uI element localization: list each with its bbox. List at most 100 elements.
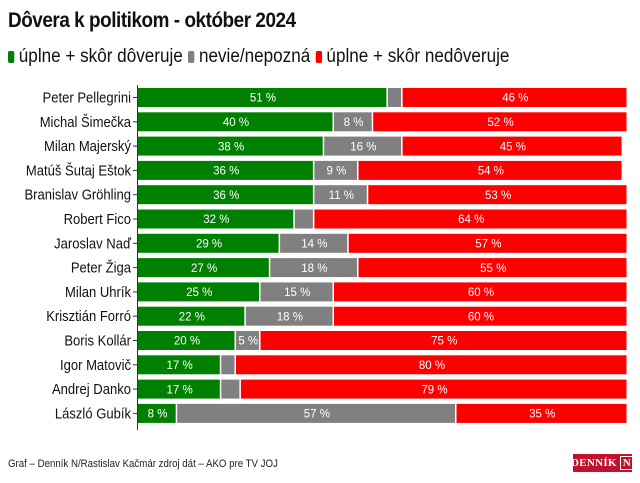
bar-segment-trust <box>138 306 245 326</box>
bar-segment-distrust <box>334 306 627 326</box>
data-label: 22 % <box>179 311 205 323</box>
data-label: 29 % <box>196 239 222 251</box>
data-label: 53 % <box>485 190 511 202</box>
data-label: 16 % <box>350 141 376 153</box>
dennik-n-logo: DENNÍK N <box>570 454 635 472</box>
category-label: Peter Pellegrini <box>43 90 131 106</box>
bar-segment-unknown <box>270 258 357 278</box>
bar-segment-unknown <box>177 403 455 423</box>
data-label: 57 % <box>475 239 501 251</box>
bar-segment-unknown <box>294 209 313 229</box>
logo-text: DENNÍK <box>570 457 617 469</box>
data-label: 14 % <box>301 239 327 251</box>
data-label: 15 % <box>284 287 310 299</box>
bar-segment-distrust <box>348 233 627 253</box>
data-label: 18 % <box>301 263 327 275</box>
data-label: 5 % <box>238 336 258 348</box>
data-label: 46 % <box>502 93 528 105</box>
data-label: 51 % <box>250 93 276 105</box>
logo-mark: N <box>619 456 635 470</box>
bar-segment-distrust <box>236 355 627 375</box>
bar-segment-trust <box>138 136 323 156</box>
bar-segment-distrust <box>358 258 627 278</box>
bar-segment-unknown <box>314 185 367 205</box>
bar-segment-distrust <box>402 136 622 156</box>
bar-segment-distrust <box>240 379 627 399</box>
data-label: 8 % <box>344 117 364 129</box>
bar-segment-trust <box>138 403 176 423</box>
source-credit: Graf – Denník N/Rastislav Kačmár zdroj d… <box>8 458 278 470</box>
bar-segment-distrust <box>334 282 627 302</box>
bar-segment-distrust <box>314 209 627 229</box>
bar-segment-unknown <box>387 88 402 107</box>
category-label: Matúš Šutaj Eštok <box>26 162 131 179</box>
bar-segment-distrust <box>373 112 627 132</box>
data-label: 20 % <box>174 336 200 348</box>
bar-segment-distrust <box>456 403 627 423</box>
legend: úplne + skôr dôveruje nevie/nepozná úpln… <box>8 46 515 68</box>
bar-segment-unknown <box>260 282 333 302</box>
bar-segment-trust <box>138 112 333 132</box>
category-label: Andrej Danko <box>52 381 131 397</box>
data-label: 45 % <box>500 141 526 153</box>
data-label: 17 % <box>167 384 193 396</box>
bar-segment-trust <box>138 185 313 205</box>
data-label: 80 % <box>419 360 445 372</box>
data-label: 11 % <box>329 190 354 202</box>
data-label: 25 % <box>186 287 212 299</box>
legend-item-trust: úplne + skôr dôveruje <box>8 46 183 68</box>
category-label: Jaroslav Naď <box>54 236 131 252</box>
bar-segment-trust <box>138 209 294 229</box>
legend-label-distrust: úplne + skôr nedôveruje <box>326 46 510 67</box>
data-label: 38 % <box>218 141 244 153</box>
data-label: 36 % <box>213 166 239 178</box>
category-label: Peter Žiga <box>71 259 131 276</box>
chart-title: Dôvera k politikom - október 2024 <box>8 9 296 32</box>
bar-segment-distrust <box>260 331 627 350</box>
category-label: Boris Kollár <box>64 333 131 349</box>
bar-segment-trust <box>138 379 220 399</box>
data-label: 75 % <box>431 336 457 348</box>
data-label: 9 % <box>327 166 347 178</box>
bar-segment-distrust <box>402 88 627 107</box>
category-label: László Gubík <box>55 406 131 422</box>
data-label: 54 % <box>478 166 504 178</box>
bar-segment-trust <box>138 355 220 375</box>
bar-segment-trust <box>138 258 269 278</box>
category-label: Milan Uhrík <box>65 284 131 300</box>
category-label: Michal Šimečka <box>40 113 132 130</box>
data-label: 32 % <box>203 214 229 226</box>
category-label: Branislav Gröhling <box>24 187 131 203</box>
bar-segment-unknown <box>280 233 348 253</box>
data-label: 52 % <box>487 117 513 129</box>
bar-segment-unknown <box>245 306 333 326</box>
category-label: Igor Matovič <box>60 357 131 373</box>
bar-segment-unknown <box>221 379 240 399</box>
data-label: 57 % <box>304 409 330 421</box>
bar-segment-trust <box>138 88 387 107</box>
bar-segment-unknown <box>314 160 357 180</box>
bar-segment-trust <box>138 160 313 180</box>
bar-segment-trust <box>138 282 259 302</box>
bar-segment-distrust <box>358 160 622 180</box>
data-label: 60 % <box>468 311 494 323</box>
data-label: 36 % <box>213 190 239 202</box>
data-label: 35 % <box>529 409 555 421</box>
bar-segment-unknown <box>221 355 235 375</box>
legend-swatch-unknown <box>188 51 195 63</box>
bar-segment-trust <box>138 233 279 253</box>
bar-segment-unknown <box>324 136 402 156</box>
category-label: Milan Majerský <box>44 138 131 154</box>
data-label: 79 % <box>421 384 447 396</box>
data-label: 18 % <box>277 311 303 323</box>
data-label: 8 % <box>148 409 168 421</box>
data-label: 55 % <box>480 263 506 275</box>
bar-segment-unknown <box>236 331 259 350</box>
bar-segment-distrust <box>368 185 627 205</box>
legend-swatch-distrust <box>315 51 322 63</box>
bar-segment-unknown <box>334 112 372 132</box>
category-label: Krisztián Forró <box>46 309 131 325</box>
legend-swatch-trust <box>8 51 15 63</box>
legend-item-distrust: úplne + skôr nedôveruje <box>315 46 510 68</box>
data-label: 17 % <box>167 360 193 372</box>
